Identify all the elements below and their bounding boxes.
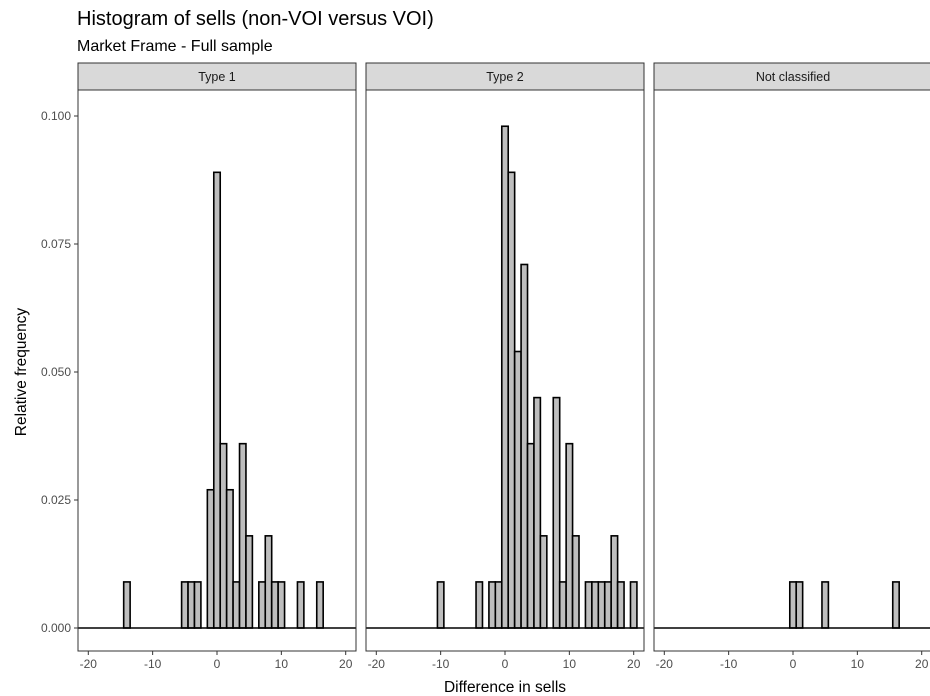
histogram-bar [488, 581, 497, 629]
histogram-bar [315, 581, 324, 629]
histogram-bar [212, 171, 222, 629]
histogram-bar [565, 442, 574, 629]
histogram-bar [500, 125, 510, 629]
histogram-bar [603, 581, 612, 629]
x-tick-label: 20 [915, 657, 929, 671]
facet-strip-label: Type 2 [486, 70, 524, 84]
x-tick-label: -10 [144, 657, 162, 671]
histogram-bar [526, 442, 535, 629]
histogram-bar [296, 581, 305, 629]
y-tick-label: 0.000 [41, 621, 71, 635]
x-tick-label: 10 [563, 657, 577, 671]
histogram-bar [264, 535, 273, 629]
histogram-bar [821, 581, 830, 629]
histogram-bar [206, 488, 215, 629]
x-tick-label: -20 [368, 657, 386, 671]
histogram-bar [552, 396, 561, 629]
panel-background [654, 90, 930, 651]
histogram-bar [475, 581, 484, 629]
histogram-bar [193, 581, 202, 629]
histogram-bar [277, 581, 286, 629]
histogram-bar [180, 581, 189, 629]
histogram-bar [270, 581, 279, 629]
y-tick-label: 0.100 [41, 109, 71, 123]
histogram-bar [571, 535, 580, 629]
chart-subtitle: Market Frame - Full sample [77, 38, 273, 55]
histogram-bar [513, 350, 522, 629]
histogram-bar [616, 581, 625, 629]
histogram-bar [232, 581, 241, 629]
histogram-bar [591, 581, 600, 629]
facet-panel: Type 2 -20 -10 0 10 20 [365, 62, 645, 671]
y-tick-label: 0.025 [41, 493, 71, 507]
x-tick-label: 10 [275, 657, 289, 671]
histogram-bar [891, 581, 900, 629]
x-tick-label: 20 [339, 657, 353, 671]
histogram-bar [795, 581, 804, 629]
x-tick-label: 0 [790, 657, 797, 671]
histogram-bar [539, 535, 548, 629]
facet-panel: Not classified -20 -10 0 10 20 [653, 62, 930, 671]
histogram-bar [533, 396, 542, 629]
histogram-bar [258, 581, 267, 629]
histogram-bar [788, 581, 798, 629]
facet-strip-label: Not classified [756, 70, 830, 84]
x-tick-label: 0 [502, 657, 509, 671]
histogram-bar [597, 581, 606, 629]
histogram-bar [187, 581, 196, 629]
histogram-bar [558, 581, 567, 629]
histogram-bar [122, 581, 131, 629]
facet-strip-label: Type 1 [198, 70, 236, 84]
x-tick-label: -10 [432, 657, 450, 671]
y-tick-label: 0.075 [41, 237, 71, 251]
x-tick-label: 10 [851, 657, 865, 671]
facet-strip [653, 62, 930, 91]
y-tick-label: 0.050 [41, 365, 71, 379]
histogram-bar [507, 171, 516, 629]
chart-title: Histogram of sells (non-VOI versus VOI) [77, 8, 434, 30]
facet-panels: 0.000 0.025 0.050 0.075 0.100 Type 1 -20 -10 0 10… [41, 62, 930, 671]
histogram-bar [436, 581, 445, 629]
histogram-bar [584, 581, 593, 629]
facet-strip [365, 62, 645, 91]
histogram-bar [225, 488, 234, 629]
facet-strip [77, 62, 357, 91]
x-tick-label: -20 [656, 657, 674, 671]
x-axis-title: Difference in sells [444, 679, 566, 696]
histogram-bar [520, 263, 529, 629]
y-axis-title: Relative frequency [13, 308, 30, 437]
facet-panel: Type 1 -20 -10 0 10 20 [77, 62, 357, 671]
x-tick-label: -20 [80, 657, 98, 671]
histogram-bar [494, 581, 503, 629]
x-tick-label: -10 [720, 657, 738, 671]
histogram-bar [219, 442, 228, 629]
x-tick-label: 20 [627, 657, 641, 671]
histogram-bar [610, 535, 619, 629]
histogram-bar [629, 581, 638, 629]
histogram-bar [238, 442, 247, 629]
histogram-bar [245, 535, 254, 629]
x-tick-label: 0 [214, 657, 221, 671]
